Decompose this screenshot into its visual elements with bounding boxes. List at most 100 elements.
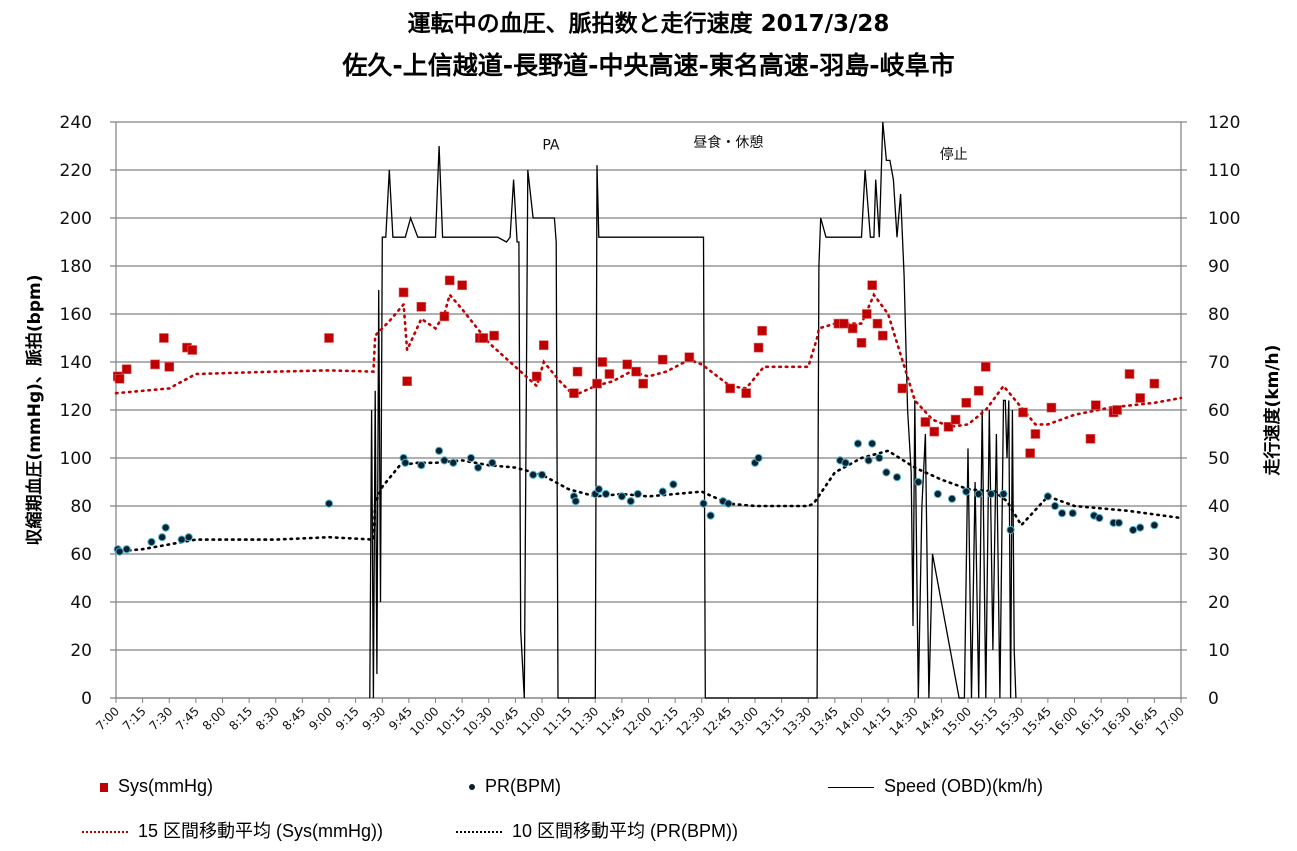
pr-point: [474, 463, 483, 472]
sys-point: [920, 417, 931, 427]
sys-point: [757, 325, 767, 336]
x-tick-label: 14:30: [887, 704, 921, 738]
gridlines: [110, 121, 1187, 703]
pr-point: [1114, 518, 1123, 527]
y-tick-label: 240: [60, 113, 92, 133]
sys-point: [398, 287, 409, 298]
x-tick-label: 15:15: [966, 704, 1000, 738]
annotation-label: 昼食・休憩: [693, 134, 763, 151]
y-tick-label: 180: [60, 257, 92, 277]
pr-point: [488, 458, 497, 467]
x-tick-label: 10:30: [461, 704, 495, 738]
sys-point: [847, 323, 858, 334]
sys-point: [159, 333, 169, 343]
pr-point: [417, 461, 426, 470]
pr-point: [571, 497, 580, 506]
sys-moving-average-line: [114, 292, 1183, 429]
pr-point: [1068, 509, 1077, 518]
x-tick-label: 13:30: [780, 704, 814, 738]
y2-tick-label: 80: [1208, 305, 1230, 325]
sys-point: [1124, 369, 1135, 379]
sys-point: [838, 318, 849, 329]
series-layer: [112, 121, 1183, 699]
y-tick-label: 140: [60, 353, 92, 373]
pr-point: [962, 487, 971, 496]
pr-point: [324, 499, 334, 508]
legend-label-sys: Sys(mmHg): [118, 776, 213, 796]
y-axis-label: 収縮期血圧(mmHg)、脈拍(bpm): [24, 275, 45, 546]
x-tick-label: 12:45: [700, 704, 734, 738]
pr-point: [875, 453, 884, 463]
y-tick-label: 100: [60, 449, 92, 469]
x-tick-label: 15:45: [1020, 704, 1054, 738]
x-tick-label: 16:30: [1100, 704, 1134, 738]
sys-point: [444, 275, 455, 286]
sys-point: [439, 311, 450, 322]
y-tick-label: 160: [60, 305, 92, 325]
sys-point: [657, 354, 668, 365]
sys-point: [631, 366, 641, 377]
pr-point: [184, 533, 193, 542]
legend-item-sys-ma: 15 区間移動平均 (Sys(mmHg)): [82, 817, 383, 843]
sys-point: [929, 426, 940, 437]
annotation-label: 停止: [940, 146, 968, 163]
legend-item-pr-ma: 10 区間移動平均 (PR(BPM)): [456, 817, 738, 843]
sys-point: [1112, 405, 1122, 415]
pr-point: [853, 439, 863, 448]
y2-tick-label: 10: [1208, 641, 1230, 661]
pr-point: [161, 523, 170, 532]
y2-tick-label: 110: [1208, 161, 1240, 181]
legend-item-pr: PR(BPM): [469, 776, 561, 797]
series-3: [114, 292, 1183, 429]
pr-point: [724, 499, 733, 508]
pr-point: [933, 489, 942, 499]
pr-point: [1057, 509, 1067, 518]
sys-point: [1135, 393, 1145, 403]
sys-point: [950, 414, 961, 425]
pr-point: [658, 487, 667, 496]
chart-title: 運転中の血圧、脈拍数と走行速度 2017/3/28: [407, 11, 890, 37]
x-tick-label: 13:15: [753, 704, 787, 738]
sys-point: [531, 371, 542, 382]
pr-point: [626, 497, 635, 506]
x-tick-label: 14:45: [913, 704, 947, 738]
pr-point: [529, 470, 538, 479]
sys-point: [961, 397, 972, 408]
x-tick-label: 14:15: [860, 704, 894, 738]
pr-point: [1150, 521, 1159, 530]
x-tick-label: 10:15: [434, 704, 468, 738]
pr-point: [633, 489, 642, 499]
pr-point: [699, 499, 708, 508]
sys-point: [1091, 400, 1101, 411]
pr-point: [754, 453, 763, 463]
y2-tick-label: 20: [1208, 593, 1230, 613]
pr-point: [115, 547, 124, 556]
pr-point: [440, 456, 449, 465]
x-tick-label: 12:15: [647, 704, 681, 738]
sys-point: [478, 333, 489, 343]
x-tick-label: 8:45: [280, 704, 309, 733]
sys-point: [856, 337, 867, 348]
pr-point: [434, 446, 444, 455]
pr-point: [914, 477, 923, 487]
pr-point: [864, 456, 873, 465]
sys-point: [121, 364, 132, 375]
x-tick-label: 9:00: [306, 704, 335, 733]
x-tick-label: 16:45: [1126, 704, 1160, 738]
pr-point: [892, 473, 902, 482]
pr-point: [1006, 525, 1015, 535]
x-tick-label: 11:30: [567, 704, 601, 738]
pr-point: [706, 511, 715, 520]
pr-point: [669, 480, 678, 489]
red-square-marker-icon: [100, 782, 108, 792]
pr-point: [537, 470, 547, 479]
sys-point: [324, 333, 334, 343]
y-tick-label: 80: [70, 497, 92, 517]
sys-point: [569, 388, 579, 399]
pr-point: [177, 535, 186, 544]
pr-point: [974, 489, 983, 499]
x-tick-label: 9:30: [359, 704, 388, 733]
sys-point: [741, 388, 751, 399]
right-axis-ticks: 0 10 20 30 40 50 60 70 80 90 100 110 120: [1208, 113, 1240, 709]
